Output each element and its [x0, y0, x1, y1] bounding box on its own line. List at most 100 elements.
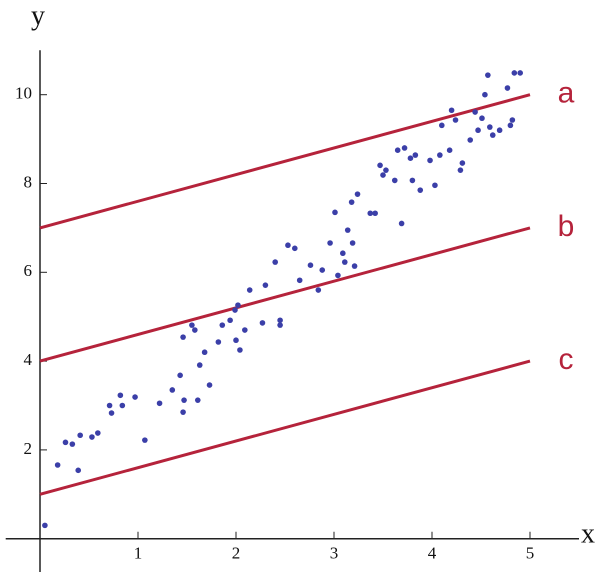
point [417, 187, 424, 193]
line-label: b [558, 210, 575, 243]
point [467, 137, 474, 143]
point [181, 397, 187, 403]
point [307, 262, 314, 268]
point [377, 162, 383, 169]
y-tick-label: 2 [24, 439, 33, 458]
point [507, 122, 514, 129]
x-tick-label: 2 [232, 544, 241, 563]
point [319, 267, 326, 273]
point [232, 307, 238, 313]
point [482, 91, 488, 98]
point [401, 145, 408, 151]
point [119, 402, 126, 409]
point [341, 259, 348, 265]
point [315, 287, 322, 293]
point [75, 467, 82, 474]
point [340, 250, 346, 257]
point [108, 410, 115, 416]
point [156, 400, 163, 407]
point [448, 107, 455, 114]
y-tick-label: 6 [24, 261, 33, 280]
point [485, 72, 491, 78]
y-tick-label: 8 [24, 172, 33, 191]
point [398, 220, 405, 227]
point [367, 210, 374, 217]
point [227, 317, 233, 324]
point [452, 117, 459, 123]
point [272, 259, 279, 265]
y-tick-label: 4 [24, 350, 33, 369]
point [383, 167, 389, 173]
point [194, 397, 201, 403]
point [215, 339, 222, 345]
point [262, 282, 269, 288]
line [39, 359, 531, 496]
point [292, 245, 298, 252]
point [332, 209, 338, 216]
line [39, 226, 531, 363]
point [142, 437, 148, 443]
point [192, 327, 198, 333]
x-tick-label: 3 [330, 544, 339, 563]
x-tick-label: 1 [134, 544, 143, 563]
point [177, 372, 183, 379]
point [117, 392, 124, 399]
point [511, 70, 518, 76]
point [277, 317, 283, 324]
point [372, 210, 378, 217]
point [472, 109, 478, 115]
point [219, 322, 226, 328]
point [327, 240, 333, 246]
point [335, 272, 341, 279]
point [233, 337, 239, 344]
point [77, 432, 83, 439]
point [237, 347, 243, 353]
point [475, 127, 481, 134]
x-tick-label: 4 [428, 544, 437, 563]
point [457, 167, 464, 173]
point [380, 172, 386, 178]
point [62, 439, 69, 446]
point [391, 177, 398, 184]
point [277, 322, 283, 328]
point [437, 152, 443, 158]
point [89, 434, 95, 440]
y-axis-label: y [31, 0, 45, 31]
point [296, 277, 303, 284]
point [509, 117, 516, 123]
point [69, 441, 76, 447]
point [479, 115, 485, 122]
point [351, 263, 358, 269]
point [180, 334, 186, 340]
point [409, 177, 416, 184]
point [259, 320, 266, 326]
point [517, 70, 523, 76]
point [95, 430, 101, 436]
line [39, 93, 531, 230]
point [348, 199, 355, 205]
point [42, 522, 48, 529]
point [54, 462, 61, 468]
line-label: a [558, 77, 575, 110]
point [354, 191, 361, 197]
point [496, 127, 503, 134]
point [246, 287, 253, 293]
point [196, 362, 203, 368]
point [169, 387, 176, 393]
point [206, 382, 213, 388]
x-tick-label: 5 [526, 544, 535, 563]
point [201, 349, 208, 356]
point [489, 132, 496, 138]
point [432, 182, 438, 189]
point [446, 147, 453, 153]
point [285, 242, 291, 249]
point [180, 409, 186, 415]
point [427, 157, 433, 164]
y-tick-label: 10 [15, 84, 32, 103]
point [189, 322, 195, 328]
point [412, 152, 419, 158]
x-axis-label: x [581, 518, 595, 549]
point [394, 147, 401, 153]
point [235, 302, 241, 308]
point [344, 227, 351, 233]
